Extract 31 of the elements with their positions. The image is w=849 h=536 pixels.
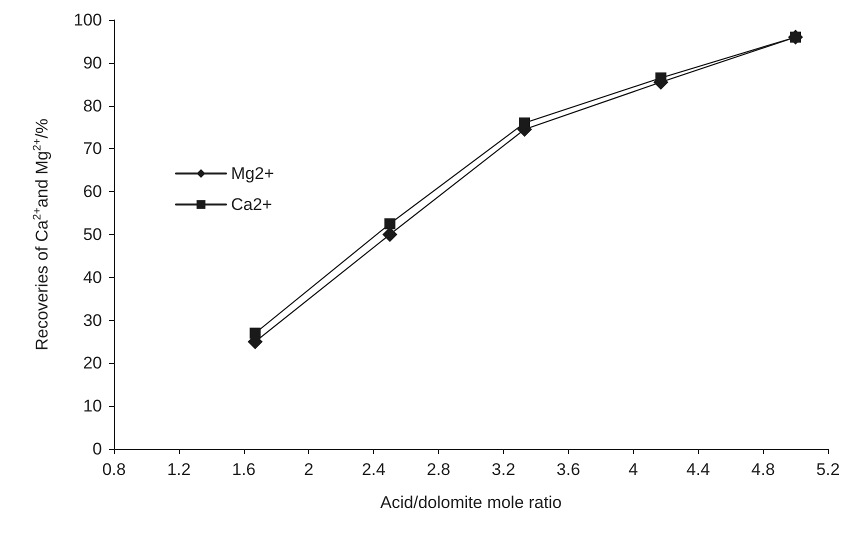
point <box>384 218 396 230</box>
y-tick-label: 100 <box>74 10 102 30</box>
x-axis-title: Acid/dolomite mole ratio <box>380 493 562 512</box>
x-tick-label: 1.6 <box>232 460 256 479</box>
y-tick-label: 20 <box>83 354 102 373</box>
y-axis-title: Recoveries of Ca2+and Mg2+/% <box>32 118 52 351</box>
point <box>382 227 398 242</box>
legend-label: Ca2+ <box>231 195 272 214</box>
y-tick-label: 50 <box>83 225 102 244</box>
y-tick-label: 0 <box>92 440 102 458</box>
y-tick-label: 30 <box>83 310 102 330</box>
x-tick-label: 4 <box>628 460 638 479</box>
y-tick-label: 70 <box>83 139 102 158</box>
y-tick-label: 10 <box>83 396 102 416</box>
point <box>250 328 261 339</box>
y-tick-label: 40 <box>83 268 102 287</box>
x-tick-label: 0.8 <box>102 460 126 479</box>
y-tick-label: 80 <box>83 96 102 116</box>
x-tick-label: 3.6 <box>556 460 580 479</box>
x-tick-label: 2.8 <box>426 460 450 479</box>
y-tick-label: 90 <box>83 53 102 72</box>
x-tick-label: 1.2 <box>167 460 191 479</box>
x-tick-label: 4.8 <box>751 460 775 479</box>
x-tick-label: 2 <box>304 460 314 479</box>
x-tick-label: 5.2 <box>816 460 840 479</box>
legend-label: Mg2+ <box>231 164 274 183</box>
point <box>519 117 530 128</box>
y-tick-label: 60 <box>83 182 102 202</box>
x-tick-label: 3.2 <box>492 460 516 479</box>
x-tick-label: 2.4 <box>362 460 386 479</box>
x-tick-label: 4.4 <box>686 460 710 479</box>
